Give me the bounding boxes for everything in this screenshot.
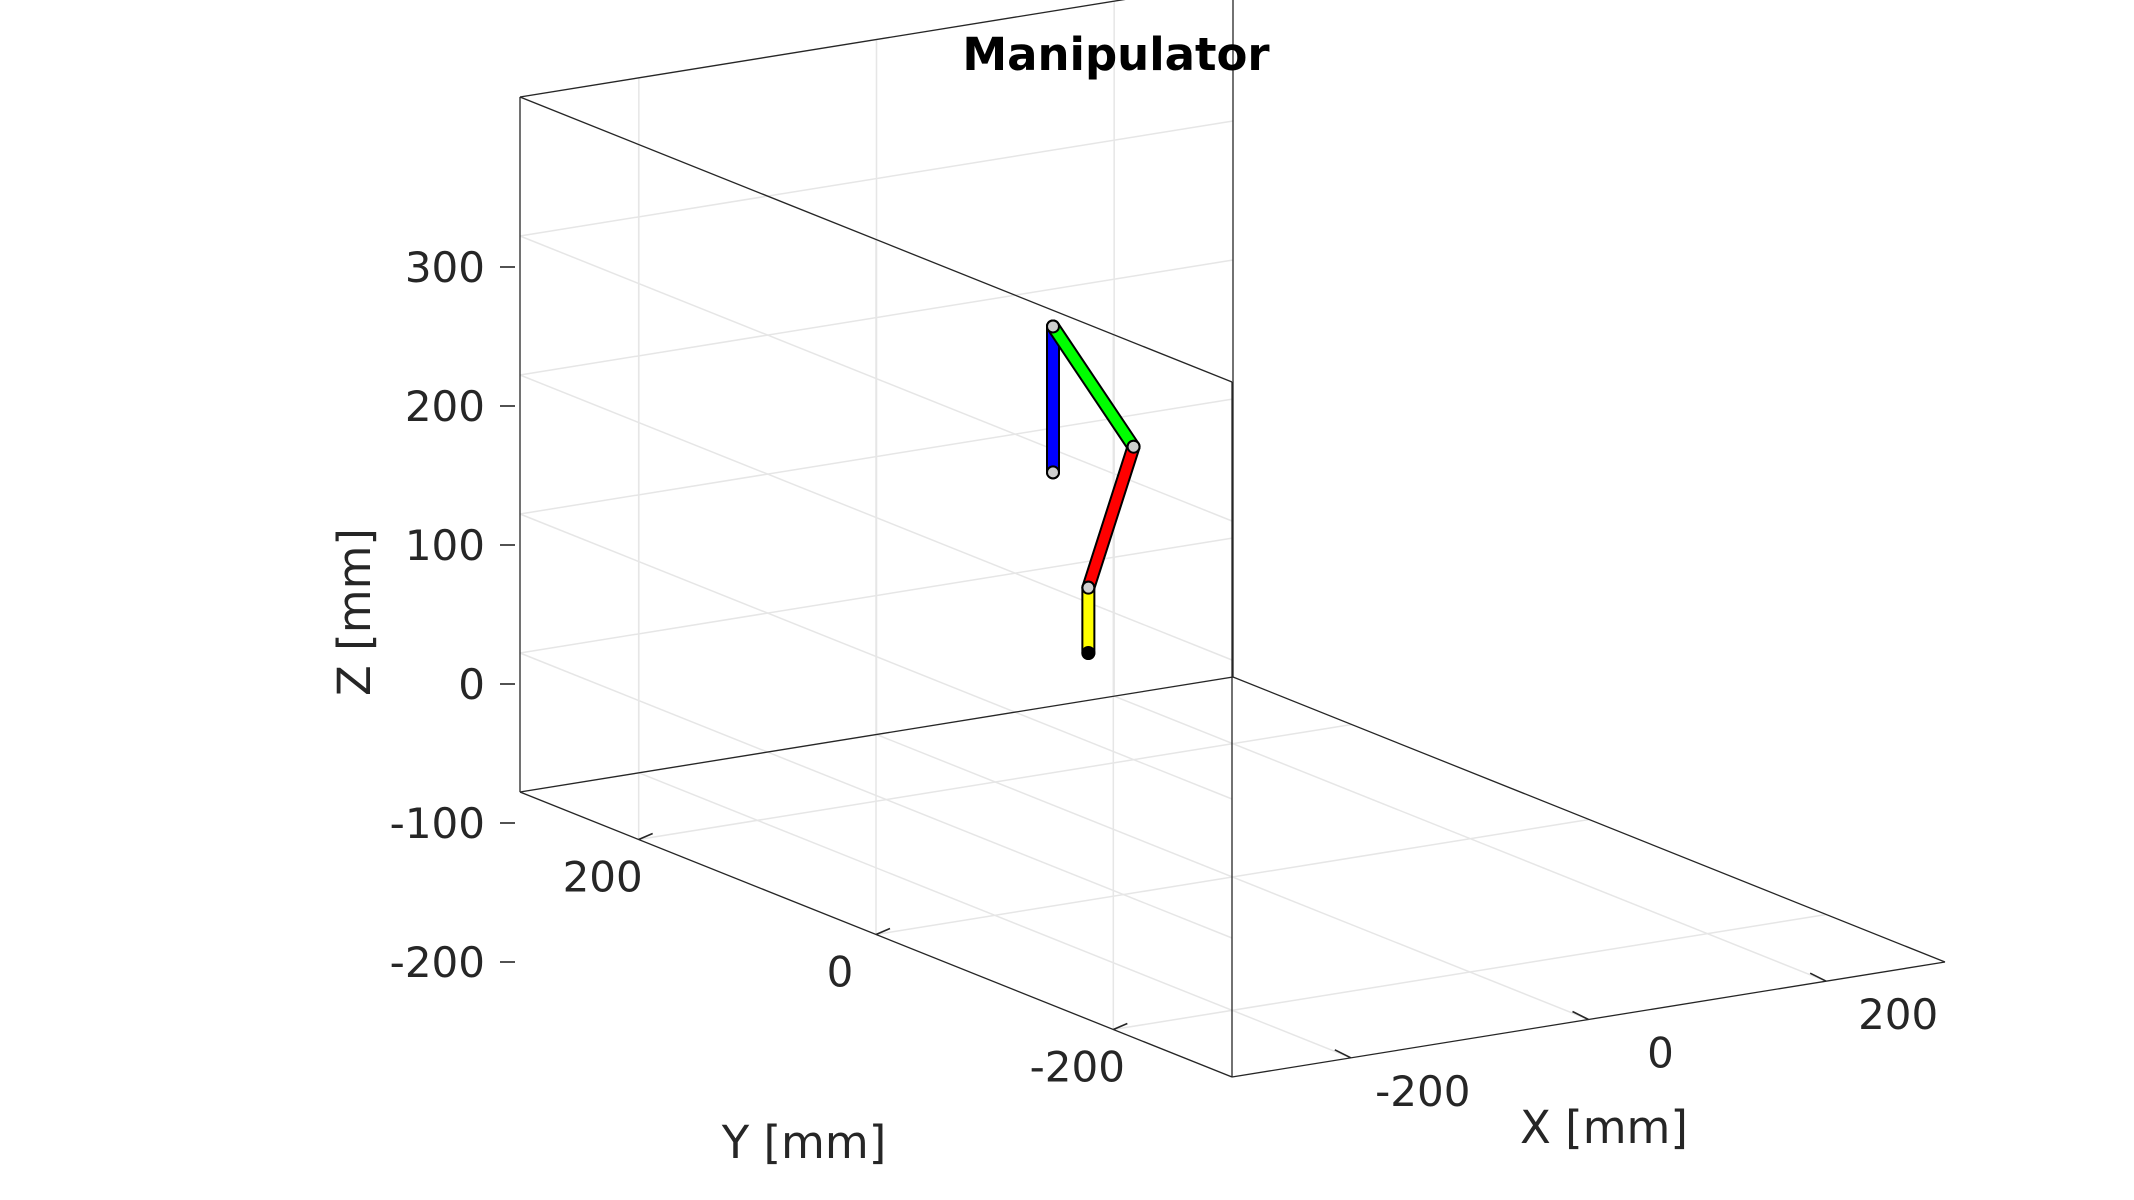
grid-line-z-side (519, 652, 1233, 939)
axes-box-edge (519, 0, 1126, 98)
link-3 (1083, 441, 1139, 593)
y-tick-mark (875, 927, 891, 936)
axes-box-edge (1232, 676, 1946, 963)
x-tick-mark (1572, 1010, 1589, 1021)
y-axis-label: Y [mm] (721, 1116, 887, 1169)
link-2 (1048, 321, 1139, 452)
z-tick-label: -200 (390, 938, 485, 987)
chart-title: Manipulator (962, 28, 1270, 81)
manipulator-links (1046, 319, 1141, 660)
x-tick-mark (1334, 1049, 1352, 1059)
joint (1046, 465, 1060, 480)
grid-line-z-back (519, 120, 1234, 237)
y-tick-mark (1113, 1022, 1128, 1031)
y-tick-label: 200 (563, 853, 643, 902)
grid-line-z-side (519, 235, 1233, 522)
x-axis-label: X [mm] (1520, 1101, 1688, 1154)
z-tick-label: 100 (405, 521, 485, 570)
y-tick-mark (638, 832, 653, 841)
joint (1081, 580, 1096, 595)
joint (1126, 439, 1141, 454)
joint (1046, 319, 1060, 334)
z-axis-label: Z [mm] (328, 528, 381, 696)
z-tick-label: -100 (390, 799, 485, 848)
end-effector (1081, 645, 1096, 660)
x-tick-mark (1809, 972, 1827, 982)
y-tick-label: -200 (1030, 1043, 1125, 1092)
z-tick-label: 0 (458, 660, 485, 709)
x-tick-label: -200 (1375, 1067, 1470, 1116)
y-tick-label: 0 (827, 948, 854, 997)
axes-box-edge (519, 676, 1234, 793)
grid-line-z-side (519, 513, 1233, 800)
z-tick-label: 300 (405, 243, 485, 292)
grid-line-z-side (519, 374, 1233, 661)
z-tick-label: 200 (405, 382, 485, 431)
grid-line-z-back (519, 537, 1234, 654)
axis-ticks: -200 0 200 -200 0 200 -200 -100 0 100 200 300 (390, 243, 1939, 1116)
grid-line-z-back (519, 259, 1234, 376)
manipulator-joints (1046, 319, 1141, 660)
x-tick-label: 0 (1647, 1029, 1674, 1078)
axes-box-edge (519, 96, 1233, 383)
grid-line-y-floor (638, 723, 1352, 841)
x-tick-label: 200 (1858, 990, 1938, 1039)
